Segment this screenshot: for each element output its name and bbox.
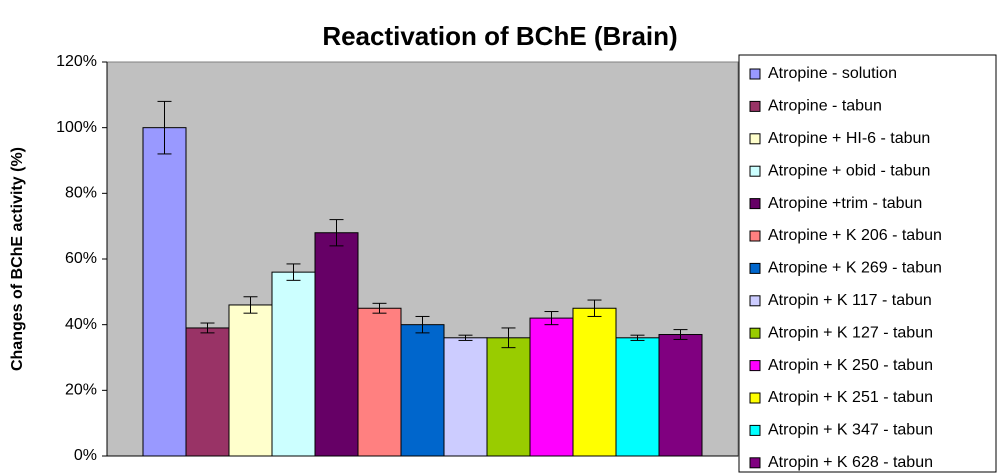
legend-swatch xyxy=(749,68,761,80)
legend-label: Atropin + K 347 - tabun xyxy=(768,422,933,439)
legend-label: Atropine - tabun xyxy=(768,98,882,115)
bar xyxy=(142,127,187,457)
legend-swatch xyxy=(749,198,761,210)
bar xyxy=(615,337,660,457)
legend-swatch xyxy=(749,295,761,307)
y-axis-title: Changes of BChE activity (%) xyxy=(9,147,26,371)
legend-label: Atropine +trim - tabun xyxy=(768,195,922,212)
legend-label: Atropine + K 269 - tabun xyxy=(768,260,942,277)
legend-label: Atropin + K 117 - tabun xyxy=(768,292,932,309)
y-tick-label: 60% xyxy=(65,250,97,267)
y-tick-label: 0% xyxy=(74,447,97,464)
legend-swatch xyxy=(749,424,761,436)
legend-label: Atropine + obid - tabun xyxy=(768,162,930,179)
bar xyxy=(400,324,445,457)
legend-swatch xyxy=(749,165,761,177)
legend-label: Atropin + K 628 - tabun xyxy=(768,454,933,471)
y-tick-label: 40% xyxy=(65,316,97,333)
legend-label: Atropine + K 206 - tabun xyxy=(768,227,942,244)
legend-swatch xyxy=(749,133,761,145)
bar xyxy=(486,337,531,457)
bar xyxy=(658,334,703,457)
bar xyxy=(357,307,402,457)
chart-title: Reactivation of BChE (Brain) xyxy=(322,21,677,51)
legend-swatch xyxy=(749,457,761,469)
legend-swatch xyxy=(749,100,761,112)
legend-swatch xyxy=(749,360,761,372)
legend-swatch xyxy=(749,230,761,242)
legend xyxy=(738,54,997,473)
bar xyxy=(185,327,230,457)
y-tick-label: 120% xyxy=(56,53,97,70)
legend-swatch xyxy=(749,392,761,404)
bar xyxy=(529,317,574,457)
legend-swatch xyxy=(749,262,761,274)
y-tick-label: 100% xyxy=(56,119,97,136)
bar xyxy=(443,337,488,457)
bar xyxy=(314,232,359,457)
legend-label: Atropine - solution xyxy=(768,65,897,82)
legend-label: Atropin + K 251 - tabun xyxy=(768,389,933,406)
bar xyxy=(572,307,617,457)
y-tick-label: 80% xyxy=(65,185,97,202)
legend-label: Atropine + HI-6 - tabun xyxy=(768,130,930,147)
bar xyxy=(271,271,316,457)
bar xyxy=(228,304,273,457)
legend-label: Atropin + K 127 - tabun xyxy=(768,324,933,341)
y-tick-label: 20% xyxy=(65,382,97,399)
legend-swatch xyxy=(749,327,761,339)
legend-label: Atropin + K 250 - tabun xyxy=(768,357,933,374)
